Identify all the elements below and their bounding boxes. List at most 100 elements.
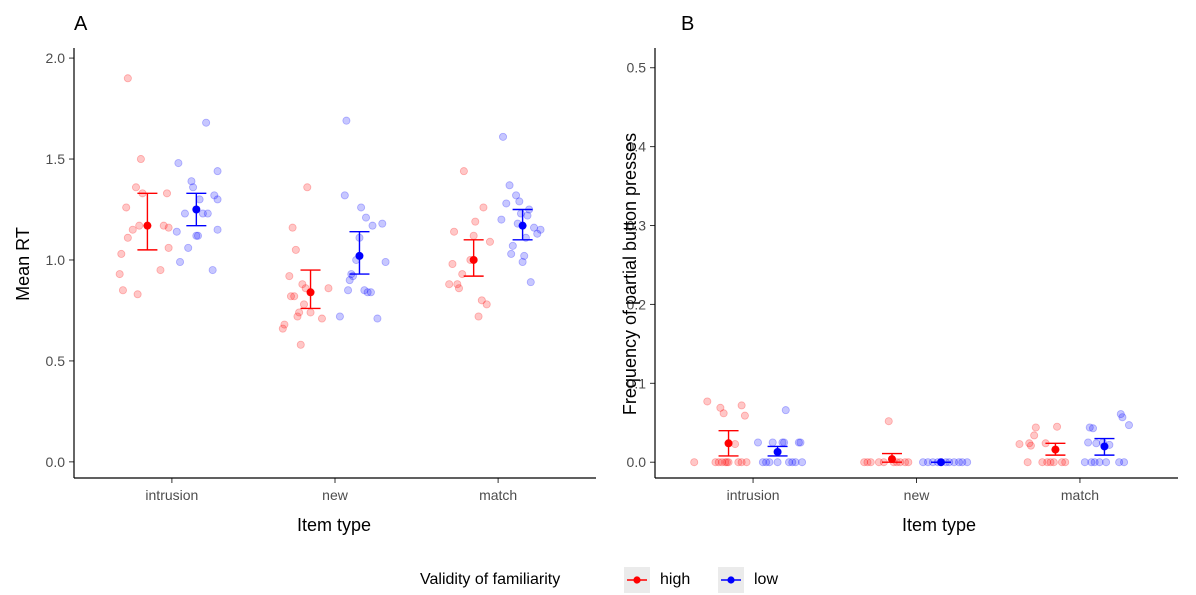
data-point-low <box>1095 458 1104 467</box>
y-tick-label: 0.3 <box>627 218 647 234</box>
data-point-high <box>474 312 483 321</box>
data-point-high <box>117 249 126 258</box>
data-point-high <box>863 458 872 467</box>
data-point-low <box>526 278 535 287</box>
mean-point-low <box>518 221 527 230</box>
data-point-low <box>213 167 222 176</box>
data-point-low <box>187 177 196 186</box>
data-point-low <box>184 243 193 252</box>
data-point-high <box>278 324 287 333</box>
data-point-high <box>482 300 491 309</box>
data-point-high <box>479 203 488 212</box>
data-point-high <box>716 403 725 412</box>
data-point-low <box>174 159 183 168</box>
data-point-high <box>718 458 727 467</box>
data-point-low <box>357 203 366 212</box>
data-point-high <box>703 397 712 406</box>
points-b <box>690 397 1133 467</box>
legend-label: high <box>660 571 690 588</box>
data-point-high <box>1053 422 1062 431</box>
data-point-low <box>368 221 377 230</box>
legend-key-point <box>633 576 641 584</box>
data-point-low <box>176 257 185 266</box>
data-point-high <box>306 308 315 317</box>
y-tick-label: 0.1 <box>627 375 647 391</box>
data-point-high <box>300 300 309 309</box>
mean-point-low <box>355 251 364 260</box>
data-point-high <box>133 290 142 299</box>
mean-point-high <box>143 221 152 230</box>
data-point-low <box>198 209 207 218</box>
mean-point-low <box>1100 442 1109 451</box>
data-point-low <box>213 195 222 204</box>
data-point-high <box>1015 440 1024 449</box>
data-point-low <box>366 288 375 297</box>
data-point-low <box>505 181 514 190</box>
data-point-low <box>180 209 189 218</box>
data-point-high <box>485 237 494 246</box>
data-point-high <box>711 458 720 467</box>
data-point-high <box>884 417 893 426</box>
data-point-low <box>753 438 762 447</box>
mean-point-high <box>469 255 478 264</box>
data-point-high <box>123 74 132 83</box>
data-point-high <box>285 272 294 281</box>
data-point-high <box>280 320 289 329</box>
data-point-low <box>1089 424 1098 433</box>
x-ticks-a: intrusion new match <box>145 478 517 503</box>
x-ticks-b: intrusion new match <box>727 478 1099 503</box>
legend: Validity of familiarity high low <box>420 567 778 593</box>
data-point-low <box>1090 458 1099 467</box>
data-point-low <box>172 227 181 236</box>
data-point-low <box>516 209 525 218</box>
y-axis-title-a: Mean RT <box>13 227 33 301</box>
data-point-low <box>340 191 349 200</box>
data-point-high <box>296 340 305 349</box>
data-point-low <box>919 458 928 467</box>
data-point-low <box>360 286 369 295</box>
data-point-low <box>1102 458 1111 467</box>
data-point-low <box>1120 458 1129 467</box>
data-point-low <box>781 406 790 415</box>
data-point-high <box>690 458 699 467</box>
panel-tag-b: B <box>681 13 694 35</box>
legend-item-high: high <box>624 567 690 593</box>
data-point-high <box>459 167 468 176</box>
data-point-low <box>780 438 789 447</box>
panel-b: B 0.0 0.1 0.2 0.3 0.4 0.5 intrusion new match I… <box>620 13 1178 535</box>
data-point-high <box>737 401 746 410</box>
x-tick-label: intrusion <box>727 487 780 503</box>
data-point-low <box>791 458 800 467</box>
data-point-high <box>719 409 728 418</box>
x-tick-label: match <box>479 487 517 503</box>
data-point-low <box>1084 438 1093 447</box>
data-point-low <box>518 257 527 266</box>
mean-point-high <box>724 439 733 448</box>
data-point-low <box>192 231 201 240</box>
data-point-high <box>288 223 297 232</box>
data-point-low <box>768 438 777 447</box>
data-point-low <box>344 286 353 295</box>
data-point-low <box>785 458 794 467</box>
data-point-high <box>136 155 145 164</box>
data-point-low <box>361 213 370 222</box>
data-point-high <box>724 458 733 467</box>
data-point-low <box>796 438 805 447</box>
data-point-low <box>210 191 219 200</box>
data-point-high <box>164 223 173 232</box>
y-tick-label: 0.0 <box>627 454 647 470</box>
data-point-high <box>291 245 300 254</box>
data-point-high <box>1043 458 1052 467</box>
y-ticks-b: 0.0 0.1 0.2 0.3 0.4 0.5 <box>627 60 655 470</box>
data-point-low <box>530 223 539 232</box>
data-point-low <box>203 209 212 218</box>
data-point-low <box>342 116 351 125</box>
data-point-high <box>122 203 131 212</box>
data-point-high <box>286 292 295 301</box>
data-point-high <box>445 280 454 289</box>
x-tick-label: intrusion <box>145 487 198 503</box>
summary-b <box>718 429 1115 467</box>
data-point-high <box>128 225 137 234</box>
data-point-low <box>507 249 516 258</box>
mean-point-low <box>773 447 782 456</box>
